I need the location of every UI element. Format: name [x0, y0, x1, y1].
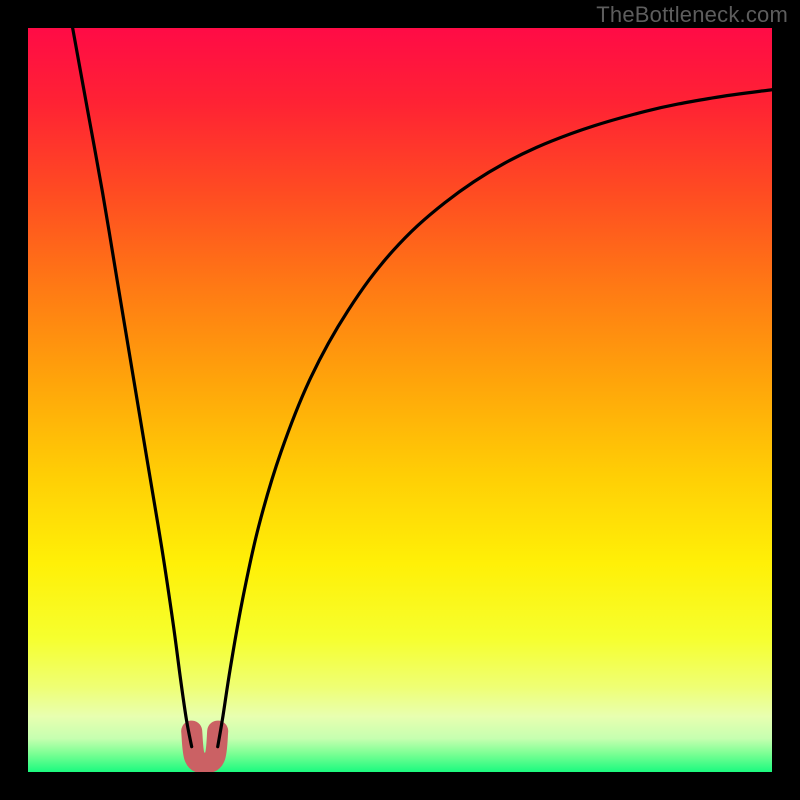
plot-area: [28, 28, 772, 772]
watermark-label: TheBottleneck.com: [596, 2, 788, 28]
gradient-background: [28, 28, 772, 772]
chart-stage: TheBottleneck.com: [0, 0, 800, 800]
bottleneck-chart: [0, 0, 800, 800]
